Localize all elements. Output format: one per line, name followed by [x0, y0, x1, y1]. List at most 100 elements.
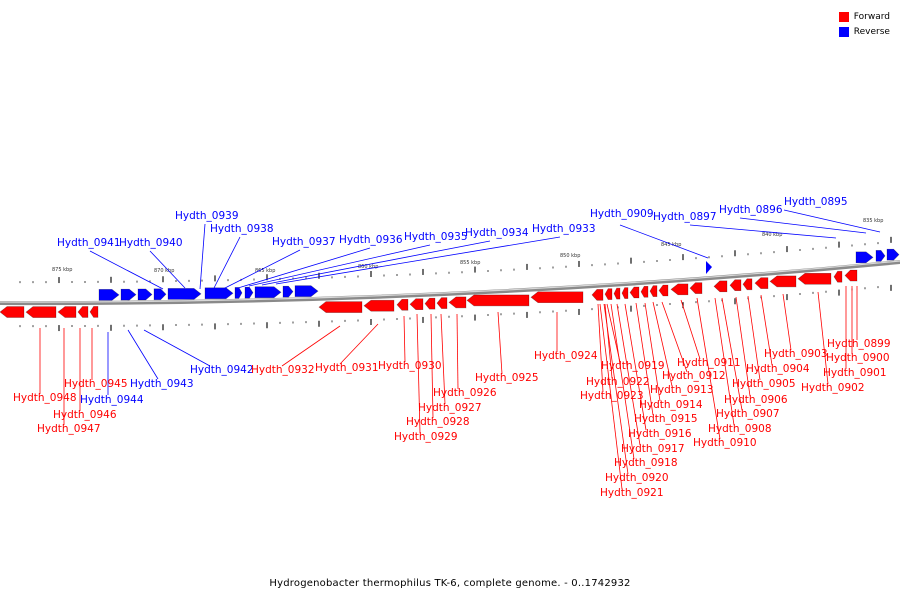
scale-label: 850 kbp: [560, 253, 580, 259]
gene-arrow: [742, 278, 753, 291]
gene-arrow: [754, 277, 769, 289]
scale-label: 845 kbp: [661, 242, 681, 248]
gene-arrow: [396, 298, 409, 311]
leader-line: [661, 301, 688, 373]
scale-label: 875 kbp: [52, 267, 72, 273]
gene-label: Hydth_0933: [532, 223, 596, 235]
gene-label: Hydth_0899: [827, 338, 891, 350]
gene-label: Hydth_0916: [628, 428, 692, 440]
gene-arrow: [713, 280, 728, 293]
gene-label: Hydth_0925: [475, 372, 539, 384]
leader-line: [782, 293, 792, 351]
leader-line: [689, 224, 837, 239]
leader-line: [275, 236, 561, 285]
gene-arrow: [167, 288, 202, 300]
gene-arrow: [689, 282, 703, 294]
gene-label: Hydth_0935: [404, 231, 468, 243]
leader-line: [783, 209, 881, 233]
gene-label: Hydth_0940: [119, 237, 183, 249]
leader-line: [616, 303, 641, 446]
leader-line: [644, 302, 661, 402]
leader-line: [149, 250, 186, 289]
leader-line: [403, 315, 406, 363]
leader-line: [339, 323, 379, 365]
gene-label: Hydth_0919: [601, 360, 665, 372]
scale-label: 840 kbp: [762, 232, 782, 238]
leader-line: [610, 303, 635, 460]
gene-arrow: [137, 288, 153, 301]
gene-label: Hydth_0942: [190, 364, 254, 376]
gene-label: Hydth_0910: [693, 437, 757, 449]
gene-arrow: [282, 285, 294, 298]
gene-label: Hydth_0937: [272, 236, 336, 248]
gene-arrow: [640, 285, 649, 298]
leader-line: [143, 329, 211, 367]
gene-arrow: [424, 297, 436, 310]
gene-label: Hydth_0938: [210, 223, 274, 235]
gene-arrow: [613, 287, 621, 300]
gene-label: Hydth_0918: [614, 457, 678, 469]
scale-label: 870 kbp: [154, 268, 174, 274]
gene-label: Hydth_0944: [80, 394, 144, 406]
leader-line: [747, 295, 761, 381]
gene-label: Hydth_0897: [653, 211, 717, 223]
scale-label: 860 kbp: [358, 264, 378, 270]
gene-arrow: [649, 285, 658, 297]
gene-arrow: [604, 288, 613, 300]
forward-genes: [0, 269, 858, 318]
gene-label: Hydth_0930: [378, 360, 442, 372]
gene-arrow: [244, 286, 254, 299]
gene-arrow: [875, 250, 886, 262]
leader-line: [416, 313, 421, 434]
gene-arrow: [844, 269, 858, 282]
leader-line: [635, 302, 654, 416]
gene-arrow: [120, 288, 137, 301]
leader-line: [89, 250, 164, 290]
gene-arrow: [591, 289, 604, 301]
gene-label: Hydth_0936: [339, 234, 403, 246]
gene-arrow: [89, 306, 99, 318]
leader-line: [199, 223, 206, 290]
leader-line: [261, 240, 491, 286]
gene-label: Hydth_0913: [650, 384, 714, 396]
gene-arrow: [153, 288, 167, 301]
leader-line: [440, 313, 446, 405]
gene-arrow: [254, 286, 282, 299]
gene-label: Hydth_0904: [746, 363, 810, 375]
gene-label: Hydth_0934: [465, 227, 529, 239]
gene-label: Hydth_0902: [801, 382, 865, 394]
leader-line: [604, 303, 613, 379]
gene-label: Hydth_0947: [37, 423, 101, 435]
leader-line: [597, 303, 604, 393]
gene-label: Hydth_0945: [64, 378, 128, 390]
reverse-genes: [98, 248, 900, 301]
gene-arrow: [729, 279, 742, 292]
gene-label: Hydth_0900: [826, 352, 890, 364]
gene-arrow: [448, 296, 467, 309]
gene-labels: Hydth_0895Hydth_0896Hydth_0897Hydth_0909…: [13, 196, 891, 499]
gene-label: Hydth_0917: [621, 443, 685, 455]
genome-caption: Hydrogenobacter thermophilus TK-6, compl…: [269, 578, 631, 589]
forward-swatch: [838, 11, 849, 22]
gene-label: Hydth_0926: [433, 387, 497, 399]
gene-label: Hydth_0896: [719, 204, 783, 216]
gene-label: Hydth_0908: [708, 423, 772, 435]
legend-forward-label: Forward: [853, 11, 890, 22]
leader-line: [213, 236, 241, 289]
leader-line: [696, 297, 721, 440]
scale-labels: 875 kbp 870 kbp 865 kbp 860 kbp 855 kbp 850 k…: [52, 218, 883, 274]
leader-line: [652, 301, 673, 387]
leader-line: [222, 249, 301, 290]
reverse-swatch: [838, 26, 849, 37]
gene-arrow: [466, 294, 530, 307]
leader-line: [430, 313, 434, 419]
gene-label: Hydth_0939: [175, 210, 239, 222]
leader-line: [624, 303, 647, 431]
leader-line: [606, 303, 621, 363]
backbone-shadow: [0, 260, 900, 306]
gene-arrow: [436, 297, 448, 309]
leader-line: [721, 297, 743, 411]
gene-label: Hydth_0928: [406, 416, 470, 428]
gene-label: Hydth_0922: [586, 376, 650, 388]
leader-line: [599, 303, 623, 490]
